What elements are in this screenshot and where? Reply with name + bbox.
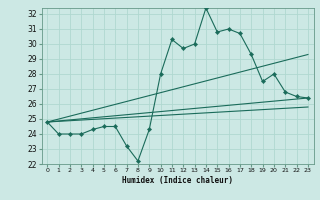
X-axis label: Humidex (Indice chaleur): Humidex (Indice chaleur) bbox=[122, 176, 233, 185]
